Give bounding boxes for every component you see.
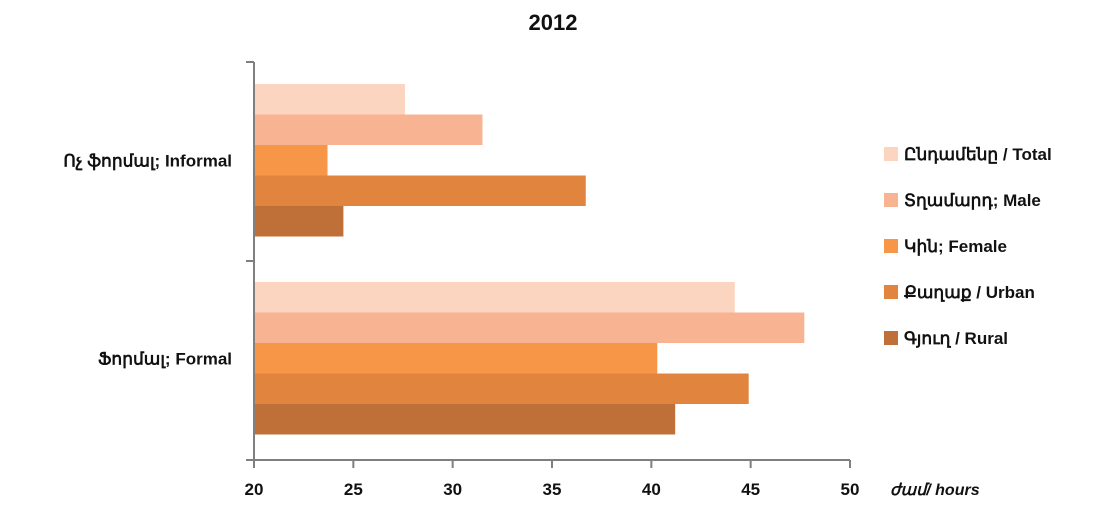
legend-swatch [884,285,898,299]
legend-swatch [884,147,898,161]
legend-label: Գյուղ / Rural [904,329,1008,348]
bar [255,145,328,176]
legend-label: Կին; Female [904,237,1007,256]
bars [255,84,805,435]
x-tick-label: 30 [443,480,462,499]
bar [255,206,344,237]
x-tick-label: 50 [841,480,860,499]
x-tick-label: 25 [344,480,363,499]
x-tick-labels: 20 25 30 35 40 45 50 [245,480,860,499]
bar [255,373,749,404]
bar [255,343,658,374]
chart-title: 2012 [529,10,578,35]
x-tick-label: 20 [245,480,264,499]
legend-label: Տղամարդ; Male [904,191,1041,210]
legend-swatch [884,193,898,207]
category-label: Ոչ ֆորմալ; Informal [63,151,232,170]
bar [255,312,805,343]
bar [255,84,405,115]
bar [255,282,735,313]
bar [255,175,586,206]
x-tick-label: 40 [642,480,661,499]
x-tick-label: 45 [741,480,760,499]
x-tick-label: 35 [543,480,562,499]
legend-label: Քաղաք / Urban [904,283,1035,302]
axes [246,61,851,468]
category-labels: Ոչ ֆորմալ; Informal Ֆորմալ; Formal [63,151,232,368]
legend-label: Ընդամենը / Total [904,145,1052,164]
legend-swatch [884,239,898,253]
bar [255,114,483,145]
legend: Ընդամենը / Total Տղամարդ; Male Կին; Female… [884,145,1052,348]
legend-swatch [884,331,898,345]
x-axis-label: ժամ/ hours [890,482,980,499]
category-label: Ֆորմալ; Formal [98,349,232,368]
bar [255,404,676,435]
